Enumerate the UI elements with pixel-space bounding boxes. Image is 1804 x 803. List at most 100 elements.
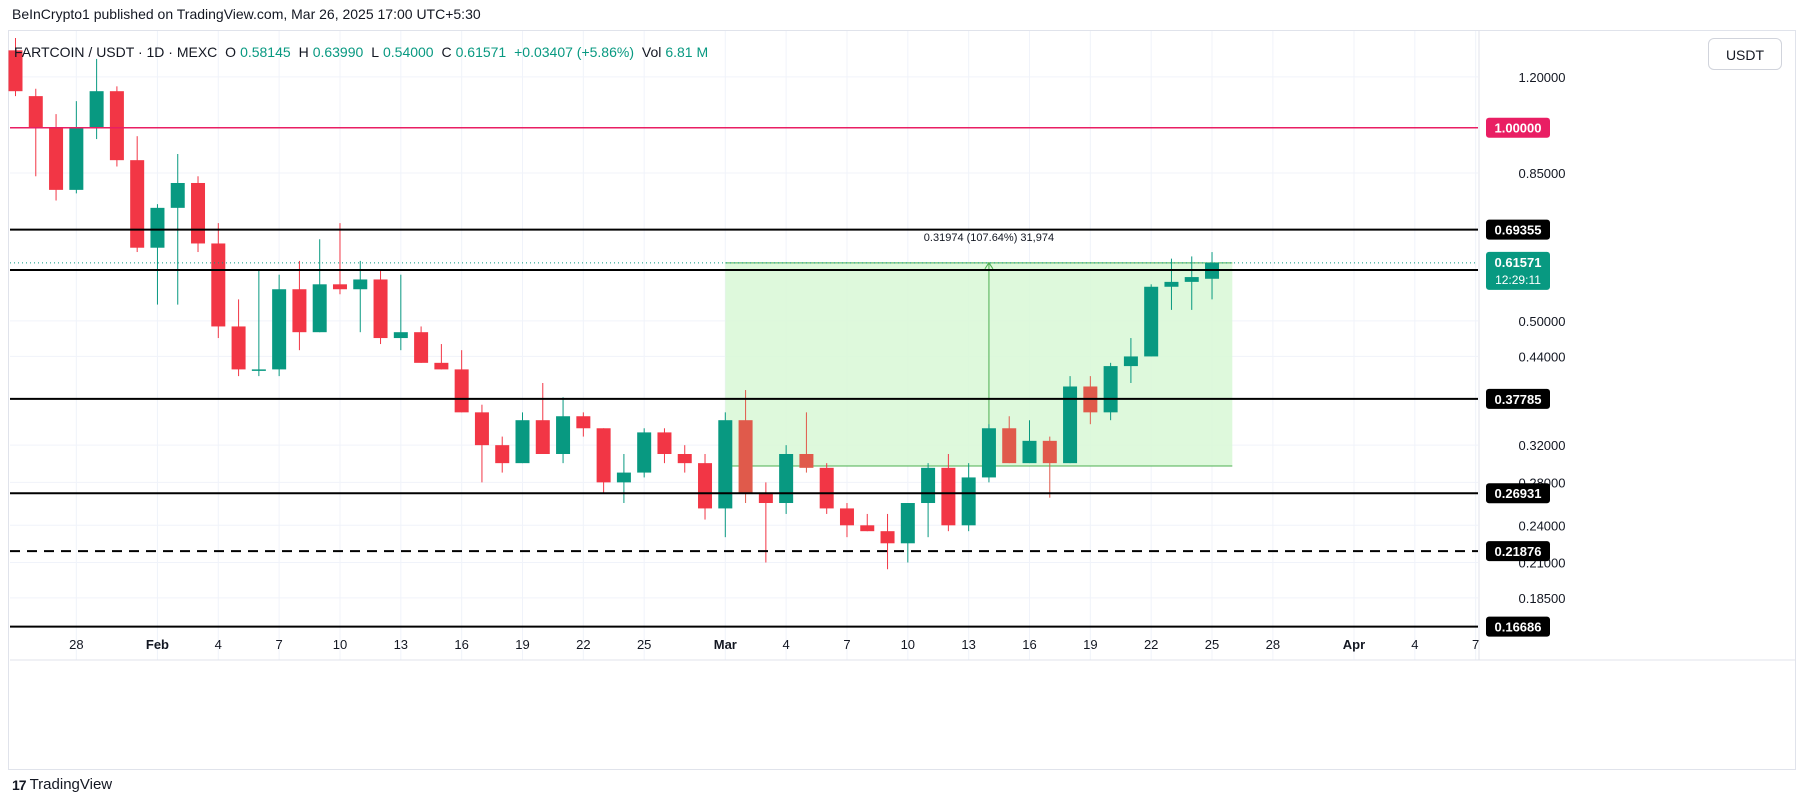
candle-body [231, 326, 246, 370]
legend-low-value: 0.54000 [382, 44, 434, 60]
candle [251, 270, 266, 377]
candle-body [657, 432, 672, 455]
candle [1002, 416, 1017, 464]
ohlc-legend: FARTCOIN / USDT · 1D · MEXC O 0.58145 H 0.… [14, 44, 712, 60]
x-tick-label: 4 [1411, 637, 1418, 652]
candle [900, 503, 915, 563]
measure-arrow-head-icon [984, 261, 994, 270]
candle-body [839, 508, 854, 526]
candle [150, 204, 165, 305]
candle-body [1184, 277, 1199, 282]
x-tick-label: 19 [1083, 637, 1097, 652]
level-badge-bg [1486, 616, 1550, 637]
candle-body [332, 284, 347, 290]
candle [535, 382, 550, 455]
candle-body [1164, 281, 1179, 287]
candle-body [1123, 356, 1138, 367]
level-price-badge: 0.69355 [1486, 219, 1550, 240]
candle [454, 350, 469, 413]
candle [1042, 436, 1057, 498]
candle [576, 412, 591, 437]
level-price-badge: 0.37785 [1486, 388, 1550, 409]
candle [1063, 376, 1078, 464]
legend-symbol[interactable]: FARTCOIN / USDT · 1D · MEXC [14, 44, 218, 60]
level-badge-text: 0.16686 [1495, 620, 1542, 635]
candle-body [1144, 286, 1159, 357]
candle [921, 463, 936, 538]
level-badge-bg [1486, 219, 1550, 240]
candle [1022, 420, 1037, 464]
last-price-value: 0.61571 [1495, 255, 1542, 270]
level-price-badge: 1.00000 [1486, 117, 1550, 138]
candle [474, 404, 489, 483]
candle [738, 390, 753, 504]
candle-body [1042, 440, 1057, 464]
candle-body [880, 531, 895, 544]
candle-body [495, 445, 510, 464]
y-tick-label: 0.24000 [1519, 518, 1566, 533]
candle [1184, 256, 1199, 310]
candle [414, 326, 429, 363]
candle [880, 513, 895, 570]
footer-brand-name: TradingView [29, 776, 113, 793]
candle-body [779, 454, 794, 504]
x-tick-label: 7 [276, 637, 283, 652]
candle [130, 136, 145, 253]
candle [191, 176, 206, 253]
candle-body [961, 477, 976, 526]
candle-body [8, 50, 23, 92]
legend-volume-key: Vol [641, 44, 662, 60]
x-tick-label: 13 [961, 637, 975, 652]
candle [292, 260, 307, 351]
candle-body [1002, 428, 1017, 464]
level-badge-text: 0.21876 [1495, 544, 1542, 559]
candle-body [515, 420, 530, 464]
y-tick-label: 0.44000 [1519, 349, 1566, 364]
candle [596, 428, 611, 493]
last-price-badge-bg [1486, 251, 1550, 290]
candle-body [292, 289, 307, 333]
level-badge-bg [1486, 483, 1550, 504]
candle-body [556, 416, 571, 455]
x-tick-label: 4 [215, 637, 222, 652]
level-badge-text: 1.00000 [1495, 121, 1542, 136]
candle-body [211, 243, 226, 327]
footer-brand[interactable]: 17 TradingView [12, 776, 112, 793]
candle [69, 101, 84, 194]
x-tick-label: 25 [637, 637, 651, 652]
candle [1103, 362, 1118, 421]
currency-button[interactable]: USDT [1708, 38, 1782, 70]
x-tick-label: 22 [1144, 637, 1158, 652]
x-tick-label: 19 [515, 637, 529, 652]
candle [332, 223, 347, 295]
candle [8, 37, 23, 97]
candle [49, 114, 64, 201]
candle-body [900, 503, 915, 544]
candle-body [535, 420, 550, 455]
candle-body [1022, 440, 1037, 464]
level-badge-bg [1486, 541, 1550, 562]
publisher-line: BeInCrypto1 published on TradingView.com… [12, 6, 481, 22]
y-tick-label: 0.85000 [1519, 166, 1566, 181]
candle [839, 503, 854, 538]
candle [718, 412, 733, 538]
candle-body [981, 428, 996, 478]
candle [89, 58, 104, 140]
level-price-badge: 0.16686 [1486, 616, 1550, 637]
candle [312, 239, 327, 333]
x-tick-label: 13 [394, 637, 408, 652]
x-tick-label: 4 [783, 637, 790, 652]
x-tick-label: Feb [146, 637, 169, 652]
y-tick-label: 0.18500 [1519, 591, 1566, 606]
measure-label: 0.31974 (107.64%) 31,974 [924, 232, 1054, 244]
candle [616, 454, 631, 504]
candle-body [89, 91, 104, 128]
x-tick-label: Apr [1343, 637, 1365, 652]
candle-body [28, 96, 43, 128]
candle [109, 86, 124, 167]
candle-body [272, 289, 287, 370]
candle [272, 274, 287, 377]
legend-close-key: C [441, 44, 452, 60]
tradingview-logo-icon: 17 [12, 776, 27, 793]
